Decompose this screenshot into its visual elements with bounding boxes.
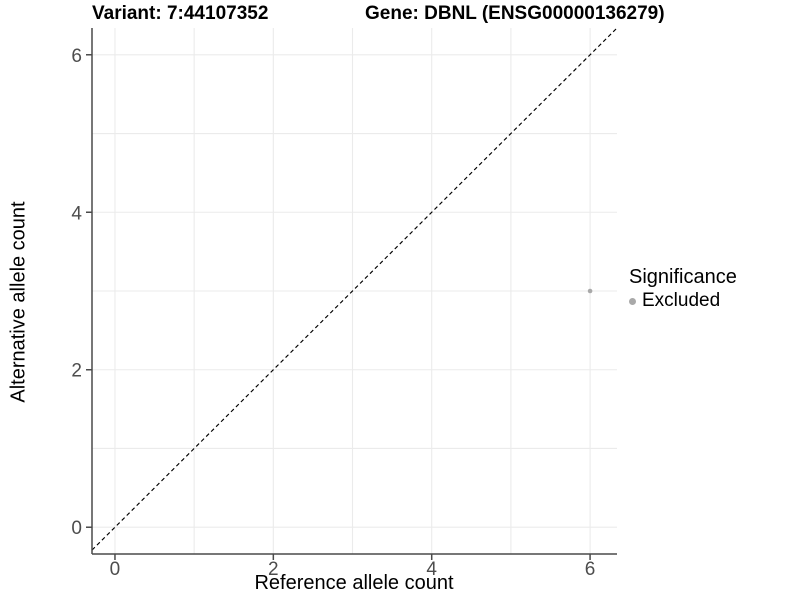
identity-line bbox=[91, 27, 618, 551]
x-tick-label: 2 bbox=[268, 559, 279, 580]
y-tick-label: 4 bbox=[71, 203, 82, 224]
y-tick-label: 2 bbox=[71, 361, 82, 382]
gene-title: Gene: DBNL (ENSG00000136279) bbox=[365, 3, 665, 24]
legend: Significance Excluded bbox=[629, 266, 737, 312]
legend-entry-label: Excluded bbox=[642, 290, 721, 311]
x-axis-label: Reference allele count bbox=[254, 572, 454, 594]
legend-title: Significance bbox=[629, 266, 737, 288]
legend-point-icon bbox=[629, 297, 636, 305]
variant-title: Variant: 7:44107352 bbox=[92, 3, 269, 24]
x-tick-label: 6 bbox=[585, 559, 596, 580]
y-tick-label: 6 bbox=[71, 46, 82, 67]
legend-entry: Excluded bbox=[629, 290, 737, 312]
x-tick-label: 0 bbox=[110, 559, 121, 580]
y-tick-label: 0 bbox=[71, 518, 82, 539]
data-point bbox=[587, 288, 593, 294]
x-tick-label: 4 bbox=[426, 559, 437, 580]
